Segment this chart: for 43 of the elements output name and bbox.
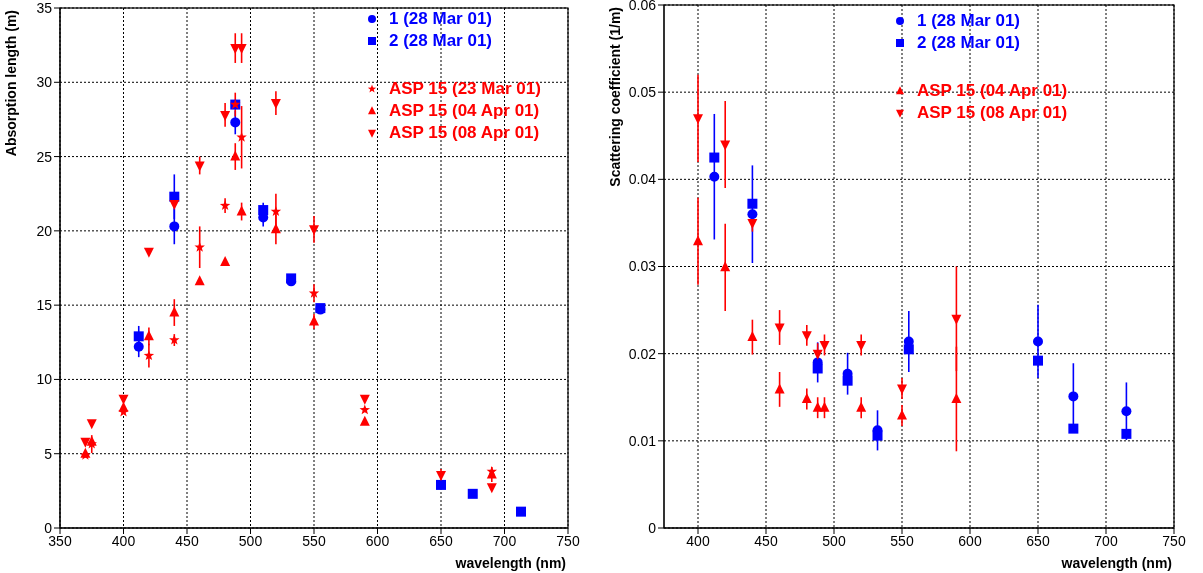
y-tick-label: 0.02 xyxy=(628,345,657,362)
legend-label: ASP 15 (23 Mar 01) xyxy=(389,78,541,100)
y-tick-label: 0.04 xyxy=(628,171,657,188)
x-tick-label: 750 xyxy=(556,532,580,549)
x-tick-label: 650 xyxy=(1026,532,1050,549)
x-tick-label: 400 xyxy=(686,532,710,549)
y-tick-label: 0.05 xyxy=(628,84,657,101)
legend-label: ASP 15 (08 Apr 01) xyxy=(917,102,1068,124)
y-tick-label: 0.01 xyxy=(628,432,657,449)
x-tick-label: 600 xyxy=(958,532,982,549)
legend-label: ASP 15 (04 Apr 01) xyxy=(917,80,1068,102)
y-tick-label: 20 xyxy=(36,222,53,239)
legend-label: 2 (28 Mar 01) xyxy=(917,32,1020,54)
x-tick-label: 450 xyxy=(175,532,199,549)
x-tick-label: 550 xyxy=(302,532,326,549)
x-tick-label: 500 xyxy=(822,532,846,549)
y-tick-label: 25 xyxy=(36,148,53,165)
x-axis-title: wavelength (nm) xyxy=(454,555,566,571)
y-tick-label: 0.06 xyxy=(628,0,657,13)
legend-label: 1 (28 Mar 01) xyxy=(389,8,492,30)
x-tick-label: 500 xyxy=(238,532,263,549)
y-tick-label: 5 xyxy=(44,445,53,462)
legend-label: ASP 15 (08 Apr 01) xyxy=(389,122,540,144)
y-tick-label: 30 xyxy=(36,74,53,91)
y-tick-label: 0 xyxy=(648,519,657,536)
x-tick-label: 550 xyxy=(890,532,914,549)
x-tick-label: 700 xyxy=(1094,532,1118,549)
y-axis-title: Scattering coefficient (1/m) xyxy=(607,7,623,187)
y-tick-label: 10 xyxy=(36,371,53,388)
y-tick-label: 0.03 xyxy=(628,258,657,275)
legend-label: 2 (28 Mar 01) xyxy=(389,30,492,52)
y-tick-label: 15 xyxy=(36,297,53,314)
x-tick-label: 700 xyxy=(492,532,517,549)
x-tick-label: 450 xyxy=(754,532,778,549)
x-tick-label: 400 xyxy=(111,532,136,549)
y-tick-label: 35 xyxy=(36,0,53,16)
x-tick-label: 600 xyxy=(365,532,390,549)
legend-label: ASP 15 (04 Apr 01) xyxy=(389,100,540,122)
x-tick-label: 750 xyxy=(1162,532,1186,549)
x-axis-title: wavelength (nm) xyxy=(1060,555,1172,571)
x-tick-label: 650 xyxy=(429,532,453,549)
y-axis-title: Absorption length (m) xyxy=(3,10,19,157)
legend-label: 1 (28 Mar 01) xyxy=(917,10,1020,32)
